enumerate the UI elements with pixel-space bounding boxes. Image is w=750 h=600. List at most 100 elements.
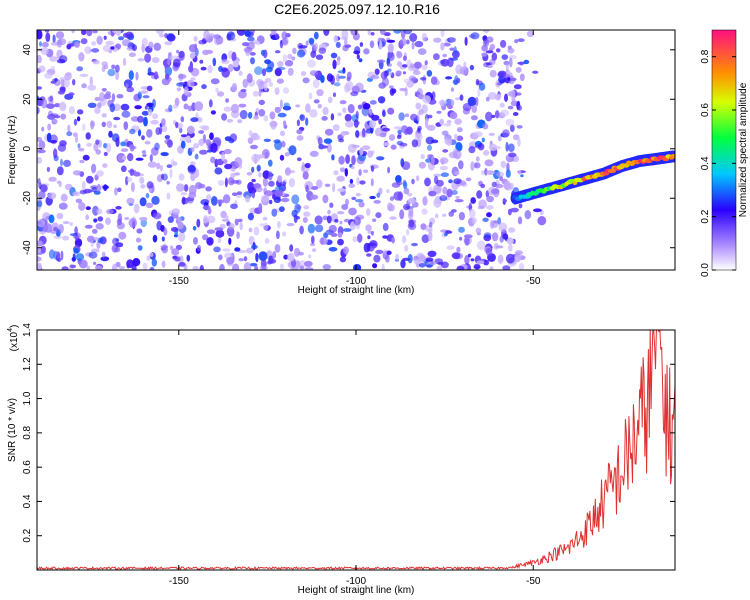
noise-speckle bbox=[73, 248, 79, 254]
noise-speckle bbox=[201, 67, 207, 71]
noise-speckle bbox=[172, 256, 177, 259]
noise-speckle bbox=[375, 212, 381, 218]
noise-speckle bbox=[127, 153, 133, 161]
noise-speckle bbox=[507, 91, 515, 96]
noise-speckle bbox=[233, 60, 239, 67]
noise-speckle bbox=[490, 70, 497, 78]
noise-speckle bbox=[247, 37, 255, 42]
noise-speckle bbox=[136, 228, 142, 233]
noise-speckle bbox=[336, 42, 341, 48]
noise-speckle bbox=[357, 54, 360, 59]
noise-speckle bbox=[402, 235, 406, 243]
noise-speckle bbox=[146, 193, 150, 199]
noise-speckle bbox=[356, 177, 359, 185]
noise-speckle bbox=[325, 184, 331, 187]
noise-speckle bbox=[74, 226, 78, 235]
noise-speckle bbox=[126, 198, 134, 205]
noise-speckle bbox=[337, 113, 342, 117]
noise-speckle bbox=[137, 116, 144, 123]
noise-speckle bbox=[370, 41, 374, 49]
noise-speckle bbox=[362, 145, 370, 150]
noise-speckle bbox=[354, 216, 361, 225]
noise-speckle bbox=[248, 213, 254, 221]
noise-speckle bbox=[275, 33, 279, 39]
noise-speckle bbox=[214, 167, 222, 174]
noise-speckle bbox=[371, 32, 375, 36]
noise-speckle bbox=[389, 85, 394, 88]
noise-speckle bbox=[490, 44, 495, 50]
noise-speckle bbox=[283, 120, 286, 126]
noise-speckle bbox=[221, 113, 227, 121]
noise-speckle bbox=[520, 74, 525, 82]
noise-speckle bbox=[316, 54, 323, 60]
noise-speckle bbox=[396, 51, 401, 56]
noise-speckle bbox=[250, 57, 255, 64]
noise-speckle bbox=[303, 205, 309, 209]
noise-speckle bbox=[453, 79, 458, 85]
noise-speckle bbox=[297, 135, 304, 141]
noise-speckle bbox=[496, 172, 504, 178]
noise-speckle bbox=[106, 209, 114, 214]
noise-speckle bbox=[373, 255, 380, 263]
noise-speckle bbox=[407, 81, 414, 88]
snr-marks bbox=[37, 330, 675, 569]
noise-speckle bbox=[340, 221, 343, 225]
noise-speckle bbox=[211, 78, 220, 84]
noise-speckle bbox=[455, 196, 459, 199]
noise-speckle bbox=[47, 133, 52, 142]
noise-speckle bbox=[415, 103, 421, 110]
noise-speckle bbox=[387, 251, 392, 255]
noise-speckle bbox=[455, 199, 464, 202]
noise-speckle bbox=[408, 211, 413, 220]
noise-speckle bbox=[269, 82, 274, 87]
noise-speckle bbox=[287, 253, 294, 262]
noise-speckle bbox=[215, 88, 219, 93]
noise-speckle bbox=[168, 105, 172, 112]
noise-speckle bbox=[435, 214, 439, 219]
noise-speckle bbox=[279, 206, 285, 212]
noise-speckle bbox=[63, 221, 70, 224]
noise-speckle bbox=[37, 252, 43, 255]
noise-speckle bbox=[94, 107, 100, 114]
noise-speckle bbox=[442, 214, 446, 217]
noise-speckle bbox=[532, 71, 538, 74]
noise-speckle bbox=[316, 89, 323, 96]
noise-speckle bbox=[357, 234, 362, 243]
noise-speckle bbox=[333, 93, 336, 98]
noise-speckle bbox=[489, 133, 495, 136]
noise-speckle bbox=[533, 208, 542, 212]
noise-speckle bbox=[302, 162, 305, 171]
noise-speckle bbox=[171, 227, 179, 232]
svg-text:(x104): (x104) bbox=[7, 325, 20, 352]
noise-speckle bbox=[478, 143, 485, 150]
noise-speckle bbox=[523, 60, 529, 64]
noise-speckle bbox=[122, 155, 126, 160]
noise-speckle bbox=[455, 97, 460, 100]
noise-speckle bbox=[271, 209, 277, 217]
noise-speckle bbox=[225, 178, 228, 188]
noise-speckle bbox=[351, 197, 356, 200]
noise-speckle bbox=[297, 119, 300, 126]
noise-speckle bbox=[421, 154, 425, 159]
noise-speckle bbox=[499, 223, 508, 232]
noise-speckle bbox=[236, 180, 242, 185]
spectrogram-panel: -150 -100 -50 40 20 0 -20 -40 Height of straigh… bbox=[7, 26, 679, 296]
noise-speckle bbox=[255, 135, 260, 140]
spectrogram-ylabel: Frequency (Hz) bbox=[7, 116, 18, 185]
noise-speckle bbox=[321, 145, 328, 148]
noise-speckle bbox=[275, 50, 281, 53]
noise-speckle bbox=[91, 164, 96, 174]
noise-speckle bbox=[130, 169, 135, 176]
colorbar-tick-label: 0.0 bbox=[700, 263, 711, 277]
noise-speckle bbox=[329, 225, 337, 233]
noise-speckle bbox=[363, 48, 369, 54]
noise-speckle bbox=[203, 215, 208, 223]
noise-speckle bbox=[53, 119, 58, 123]
noise-speckle bbox=[509, 58, 513, 68]
noise-speckle bbox=[323, 232, 328, 238]
noise-speckle bbox=[263, 178, 268, 187]
noise-speckle bbox=[115, 65, 120, 73]
noise-speckle bbox=[190, 117, 198, 122]
noise-speckle bbox=[184, 104, 189, 110]
noise-speckle bbox=[331, 113, 334, 120]
